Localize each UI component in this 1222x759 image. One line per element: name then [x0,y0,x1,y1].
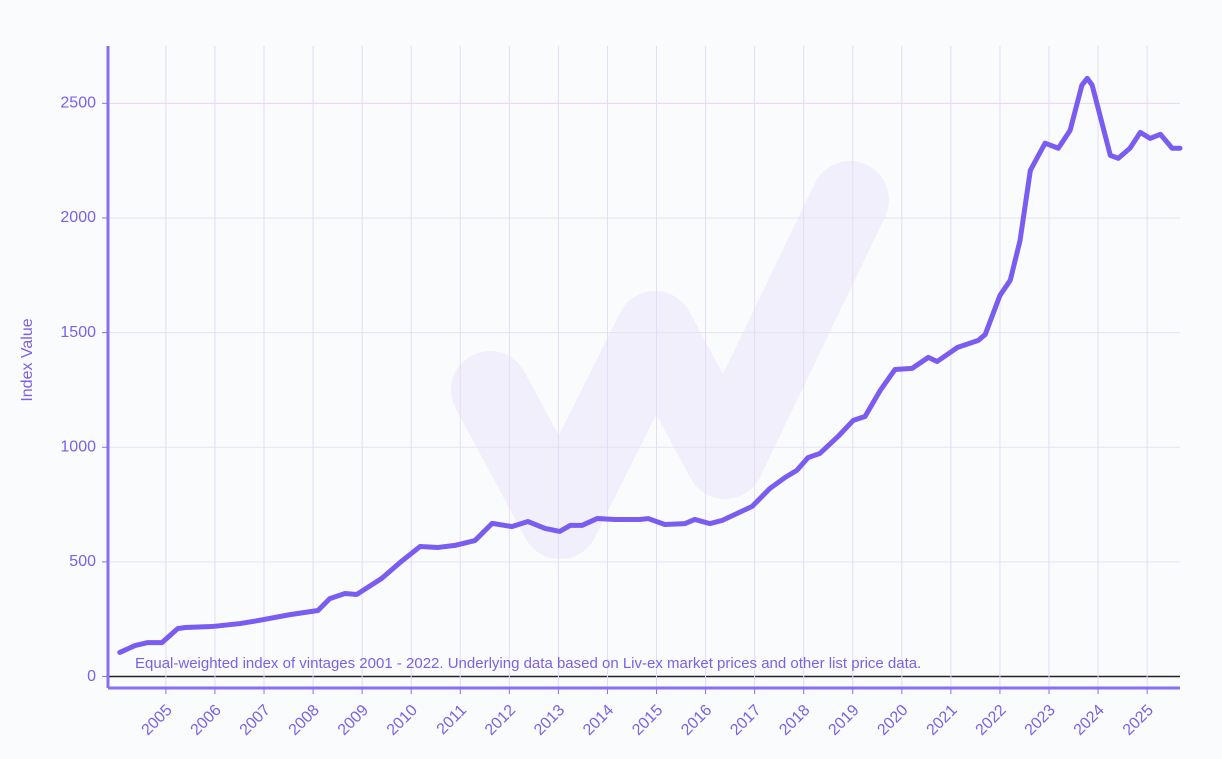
y-tick-label: 2000 [60,209,96,226]
line [117,75,1183,655]
annotation: Equal-weighted index of vintages 2001 - … [135,655,921,672]
plot [117,75,1183,655]
watermark [451,161,889,559]
y-tick-label: 1500 [60,324,96,341]
y-tick-label: 0 [87,668,96,685]
y-tick-label: 2500 [60,95,96,112]
y-tick-label: 1000 [60,438,96,455]
y-axis-label: Index Value [19,318,36,401]
y-tick-label: 500 [69,553,96,570]
grid [102,46,1180,694]
